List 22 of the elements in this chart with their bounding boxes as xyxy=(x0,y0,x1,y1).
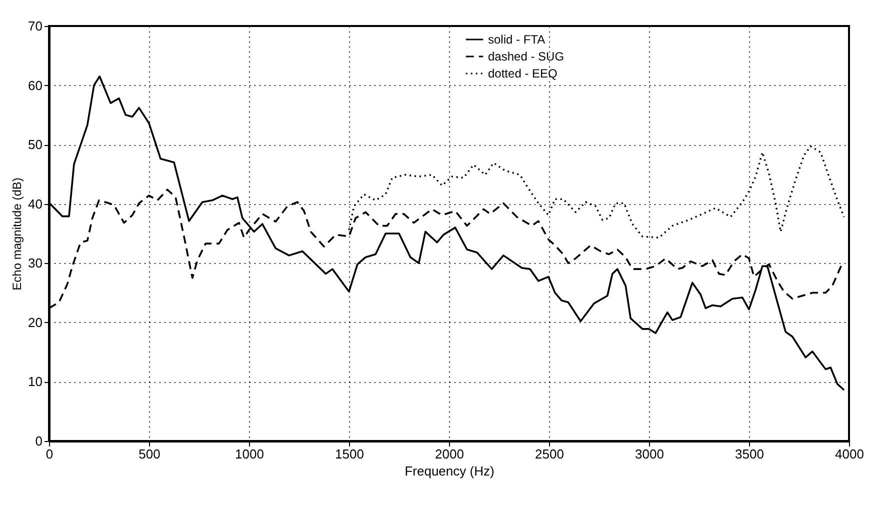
x-tick-label: 3000 xyxy=(635,446,664,462)
y-axis-title: Echo magnitude (dB) xyxy=(10,178,24,290)
y-tick-label: 10 xyxy=(28,374,42,390)
x-tick-label: 1000 xyxy=(235,446,264,462)
legend-label: dotted - EEQ xyxy=(488,66,558,80)
x-tick-label: 2000 xyxy=(435,446,464,462)
x-tick-label: 2500 xyxy=(535,446,564,462)
y-tick-label: 30 xyxy=(28,256,42,271)
x-tick-label: 3500 xyxy=(735,446,764,462)
legend-label: solid - FTA xyxy=(488,32,546,46)
legend-label: dashed - SUG xyxy=(488,50,564,64)
x-axis-title: Frequency (Hz) xyxy=(404,464,494,478)
y-tick-label: 20 xyxy=(28,314,42,330)
y-tick-label: 0 xyxy=(35,434,42,448)
x-tick-label: 0 xyxy=(46,446,54,462)
y-tick-label: 40 xyxy=(28,196,42,212)
y-tick-label: 50 xyxy=(28,137,42,152)
x-tick-label: 4000 xyxy=(835,446,864,462)
y-tick-label: 60 xyxy=(28,78,42,93)
y-tick-label: 70 xyxy=(28,18,42,34)
x-tick-label: 1500 xyxy=(335,446,364,462)
x-tick-label: 500 xyxy=(138,446,160,462)
